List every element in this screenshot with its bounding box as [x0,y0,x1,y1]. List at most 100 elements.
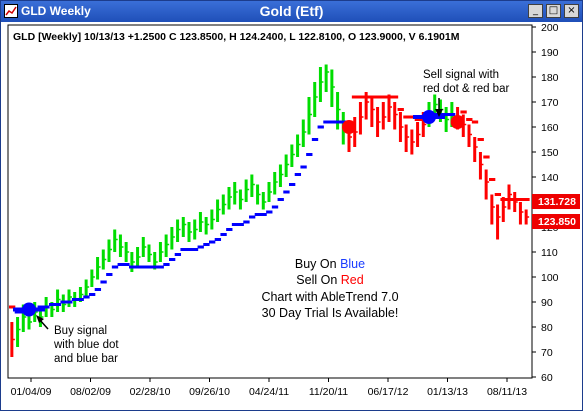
x-tick-label: 09/26/10 [189,386,230,398]
x-tick-label: 02/28/10 [130,386,171,398]
sell-signal-dot [450,115,465,129]
trend-stop-dot [260,213,267,216]
trend-stop-dot [334,120,342,124]
trend-stop-dot [209,240,216,244]
y-tick-label: 180 [541,72,559,84]
trend-stop-dot [83,295,90,299]
trend-stop-dot [466,118,473,121]
price-label-lower: 123.850 [532,214,580,229]
trend-stop-dot [231,223,239,226]
trend-stop-dot [311,138,319,141]
trend-stop-dot [449,113,456,116]
buy-note-line-1: Buy signal [54,325,107,337]
close-button[interactable]: × [564,4,579,18]
trend-stop-dot [397,108,404,111]
trend-stop-dot [506,198,513,201]
trend-stop-dot [197,245,204,249]
buy-signal-dot [422,110,436,124]
trend-stop-dot [174,253,182,256]
trend-stop-dot [214,238,222,241]
trend-stop-dot [374,95,382,99]
y-tick-label: 100 [541,272,559,284]
sell-signal-note: Sell signal with red dot & red bar [423,69,509,117]
trend-stop-dot [271,205,279,209]
trend-stop-dot [66,300,73,304]
trend-stop-dot [409,115,416,119]
price-label-upper-bg [532,194,580,209]
price-label-upper-text: 131.728 [538,196,576,208]
promo-buy-word: Blue [340,257,365,271]
trend-stop-dot [140,265,147,269]
x-tick-label: 04/24/11 [249,386,289,398]
trend-stop-dot [294,173,302,176]
trend-stop-dot [460,110,467,114]
y-tick-label: 70 [541,347,553,359]
promo-buy-prefix: Buy On [295,257,340,271]
price-label-lower-text: 123.850 [538,216,576,228]
trend-stop-dot [323,120,330,124]
window-title: GLD Weekly [21,4,91,18]
trend-stop-dot [477,138,484,141]
y-tick-label: 200 [541,23,559,34]
trend-stop-dot [369,95,376,99]
buy-signal-note: Buy signal with blue dot and blue bar [36,315,119,365]
trend-stop-dot [129,265,136,269]
trend-stop-dot [511,198,519,201]
trend-stop-dot [300,165,307,169]
trend-stop-dot [380,95,387,99]
trend-stop-dot [117,263,124,266]
promo-sell-line: Sell On Red [296,273,363,287]
trend-stop-dot [363,95,370,99]
sell-note-line-2: red dot & red bar [423,83,509,95]
trend-stop-dot [403,115,410,119]
promo-sell-prefix: Sell On [296,273,340,287]
y-tick-label: 90 [541,297,553,309]
trend-stop-dot [289,183,296,186]
trend-stop-dot [243,220,250,224]
sell-signal-dot [342,120,356,134]
trend-stop-dot [151,265,159,269]
sell-note-line-1: Sell signal with [423,69,499,81]
minimize-button[interactable]: _ [528,4,543,18]
trend-stop-dot [329,120,336,124]
trend-stop-dot [169,258,176,261]
trend-stop-dot [180,248,187,251]
trend-stop-dot [277,198,284,201]
trend-stop-dot [249,215,256,219]
trend-stop-dot [489,178,496,181]
trend-stop-dot [14,310,22,314]
buy-note-arrowhead [36,315,44,323]
trend-stop-dot [106,273,113,276]
trend-stop-dot [186,248,193,251]
buy-note-line-2: with blue dot [53,339,119,351]
trend-stop-dot [60,300,67,304]
trend-stop-dot [203,243,210,246]
promo-sell-word: Red [341,273,364,287]
promo-line-4: 30 Day Trial Is Available! [262,306,399,320]
trend-stop-dot [357,95,364,99]
trend-stop-dot [437,113,444,116]
trend-stop-dot [111,265,119,269]
x-tick-label: 01/13/13 [427,386,468,398]
trend-stop-dot [283,190,290,194]
trend-stop-dot [351,95,359,99]
x-tick-label: 08/11/13 [487,386,527,398]
x-tick-label: 08/02/09 [70,386,111,398]
trend-stop-dot [157,265,164,269]
trend-stop-dot [100,280,107,284]
title-bar[interactable]: GLD Weekly Gold (Etf) _ □ × [1,1,582,22]
trend-stop-dot [414,118,422,121]
trend-stop-dot [523,198,530,201]
trend-stop-dot [494,193,502,196]
buy-signal-dot [22,302,36,317]
trend-stop-dot [517,198,524,201]
trend-stop-dot [443,113,450,116]
trend-stop-dot [340,120,347,124]
y-tick-label: 160 [541,122,559,134]
maximize-button[interactable]: □ [546,4,561,18]
price-chart[interactable]: 6070809010011012013014015016017018019020… [1,23,582,410]
sell-note-arrowhead [435,109,443,117]
trend-stop-dot [37,305,44,309]
trend-stop-dot [254,213,262,216]
